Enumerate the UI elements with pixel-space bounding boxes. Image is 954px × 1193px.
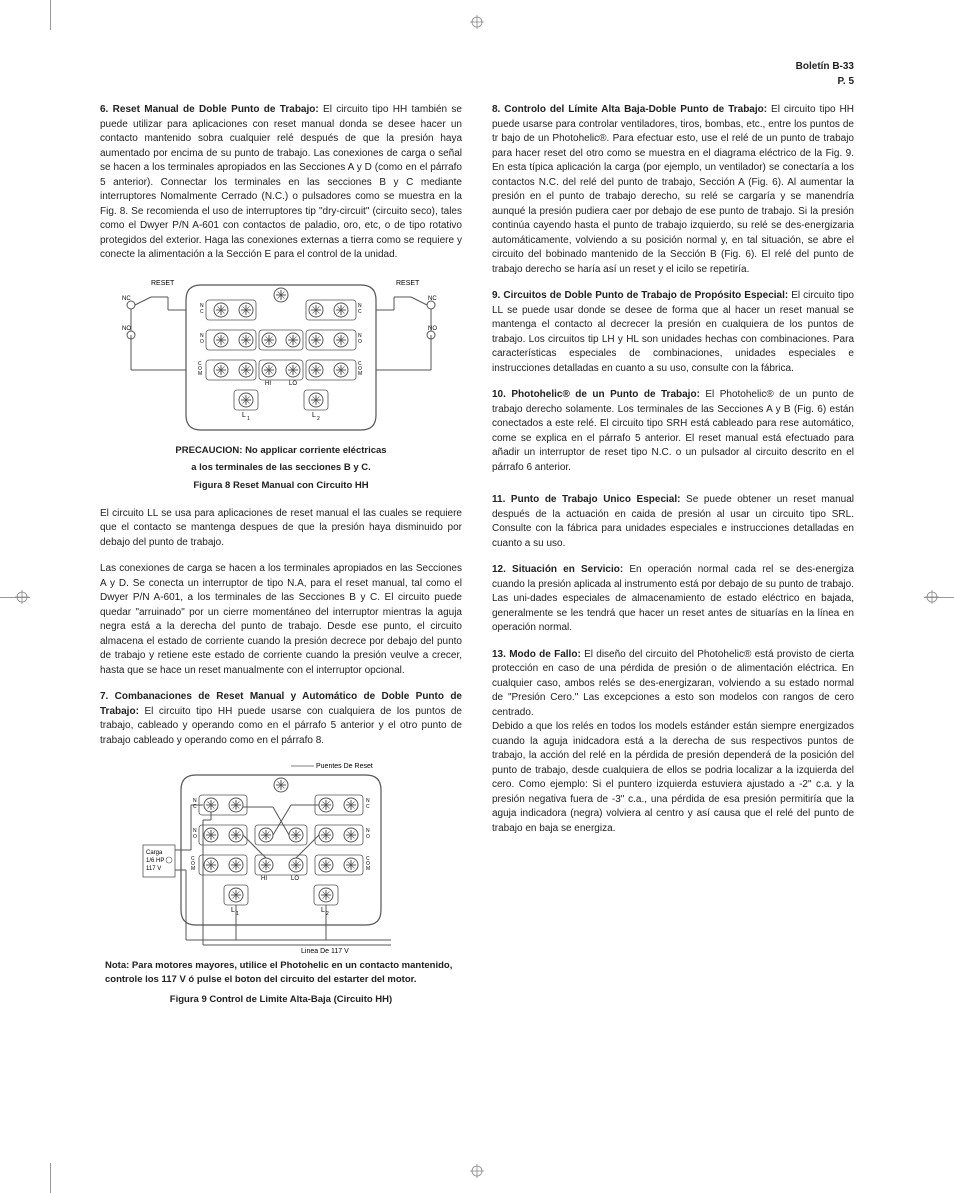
para-conex: Las conexiones de carga se hacen a los t…: [100, 562, 462, 678]
para-6-body: El circuito tipo HH también se puede uti…: [100, 104, 462, 260]
registration-mark: [15, 590, 29, 604]
fig8-caption-1: PRECAUCION: No applicar corriente eléctr…: [100, 444, 462, 458]
para-13-title: 13. Modo de Fallo:: [492, 649, 581, 660]
figure-9: Puentes De Reset: [100, 760, 462, 1006]
svg-text:1: 1: [236, 911, 239, 917]
svg-text:O: O: [366, 834, 370, 840]
registration-mark: [925, 590, 939, 604]
svg-text:NC: NC: [122, 296, 131, 302]
svg-text:117 V: 117 V: [146, 866, 161, 872]
svg-text:L: L: [231, 907, 235, 914]
para-9-title: 9. Circuitos de Doble Punto de Trabajo d…: [492, 290, 788, 301]
para-10: 10. Photohelic® de un Punto de Trabajo: …: [492, 388, 854, 475]
para-13: 13. Modo de Fallo: El diseño del circuit…: [492, 648, 854, 721]
svg-text:C: C: [200, 309, 204, 315]
svg-text:C: C: [366, 804, 370, 810]
fig8-caption-2: a los terminales de las secciones B y C.: [100, 461, 462, 475]
para-9: 9. Circuitos de Doble Punto de Trabajo d…: [492, 289, 854, 376]
svg-text:O: O: [358, 339, 362, 345]
reset-label-left: RESET: [151, 280, 175, 287]
svg-text:M: M: [358, 371, 362, 377]
para-9-body: El circuito tipo LL se puede usar donde …: [492, 290, 854, 374]
svg-text:M: M: [198, 371, 202, 377]
para-8-title: 8. Controlo del Límite Alta Baja-Doble P…: [492, 104, 767, 115]
fig9-caption: Figura 9 Control de Limite Alta-Baja (Ci…: [100, 993, 462, 1007]
svg-text:O: O: [200, 339, 204, 345]
svg-text:2: 2: [326, 911, 329, 917]
crop-mark: [50, 0, 51, 30]
para-8: 8. Controlo del Límite Alta Baja-Doble P…: [492, 103, 854, 277]
para-8-body: El circuito tipo HH puede usarse para co…: [492, 104, 854, 275]
puentes-label: Puentes De Reset: [316, 763, 373, 770]
svg-text:NO: NO: [428, 326, 437, 332]
para-12-title: 12. Situación en Servicio:: [492, 564, 623, 575]
para-10-body: El Photohelic® de un punto de trabajo de…: [492, 389, 854, 473]
para-13-cont: Debido a que los relés en todos los mode…: [492, 720, 854, 836]
para-7-body: El circuito tipo HH puede usarse con cua…: [100, 706, 462, 746]
left-column: 6. Reset Manual de Doble Punto de Trabaj…: [100, 103, 462, 1021]
svg-text:M: M: [366, 866, 370, 872]
svg-text:HI: HI: [261, 876, 267, 882]
para-11: 11. Punto de Trabajo Unico Especial: Se …: [492, 493, 854, 551]
svg-text:L: L: [321, 907, 325, 914]
svg-text:LO: LO: [289, 381, 297, 387]
svg-text:L: L: [242, 412, 246, 419]
svg-text:1/6 HP: 1/6 HP: [146, 858, 164, 864]
page-header: Boletín B-33 P. 5: [50, 60, 904, 89]
fig9-note: Nota: Para motores mayores, utilice el P…: [100, 959, 462, 987]
reset-label-right: RESET: [396, 280, 420, 287]
para-12: 12. Situación en Servicio: En operación …: [492, 563, 854, 636]
svg-text:C: C: [193, 804, 197, 810]
para-6-title: 6. Reset Manual de Doble Punto de Trabaj…: [100, 104, 319, 115]
svg-text:Carga: Carga: [146, 850, 163, 856]
svg-text:2: 2: [317, 416, 320, 422]
para-11-title: 11. Punto de Trabajo Unico Especial:: [492, 494, 680, 505]
right-column: 8. Controlo del Límite Alta Baja-Doble P…: [492, 103, 854, 1021]
svg-text:O: O: [193, 834, 197, 840]
bulletin-id: Boletín B-33: [50, 60, 854, 75]
para-10-title: 10. Photohelic® de un Punto de Trabajo:: [492, 389, 700, 400]
svg-text:NO: NO: [122, 326, 131, 332]
svg-text:C: C: [358, 309, 362, 315]
svg-text:1: 1: [247, 416, 250, 422]
para-6: 6. Reset Manual de Doble Punto de Trabaj…: [100, 103, 462, 263]
registration-mark: [470, 1164, 484, 1178]
svg-text:M: M: [191, 866, 195, 872]
crop-mark: [50, 1163, 51, 1193]
svg-text:L: L: [312, 412, 316, 419]
svg-text:NC: NC: [428, 296, 437, 302]
registration-mark: [470, 15, 484, 29]
svg-text:LO: LO: [291, 876, 299, 882]
figure-8: RESET NC NO RESET NC NO NC NC NO NO COM: [100, 275, 462, 493]
para-ll: El circuito LL se usa para aplicaciones …: [100, 507, 462, 551]
svg-text:HI: HI: [265, 381, 271, 387]
page-number: P. 5: [50, 75, 854, 90]
svg-text:Linea De 117 V: Linea De 117 V: [301, 948, 349, 955]
para-7: 7. Combanaciones de Reset Manual y Autom…: [100, 690, 462, 748]
fig8-caption-3: Figura 8 Reset Manual con Circuito HH: [100, 479, 462, 493]
